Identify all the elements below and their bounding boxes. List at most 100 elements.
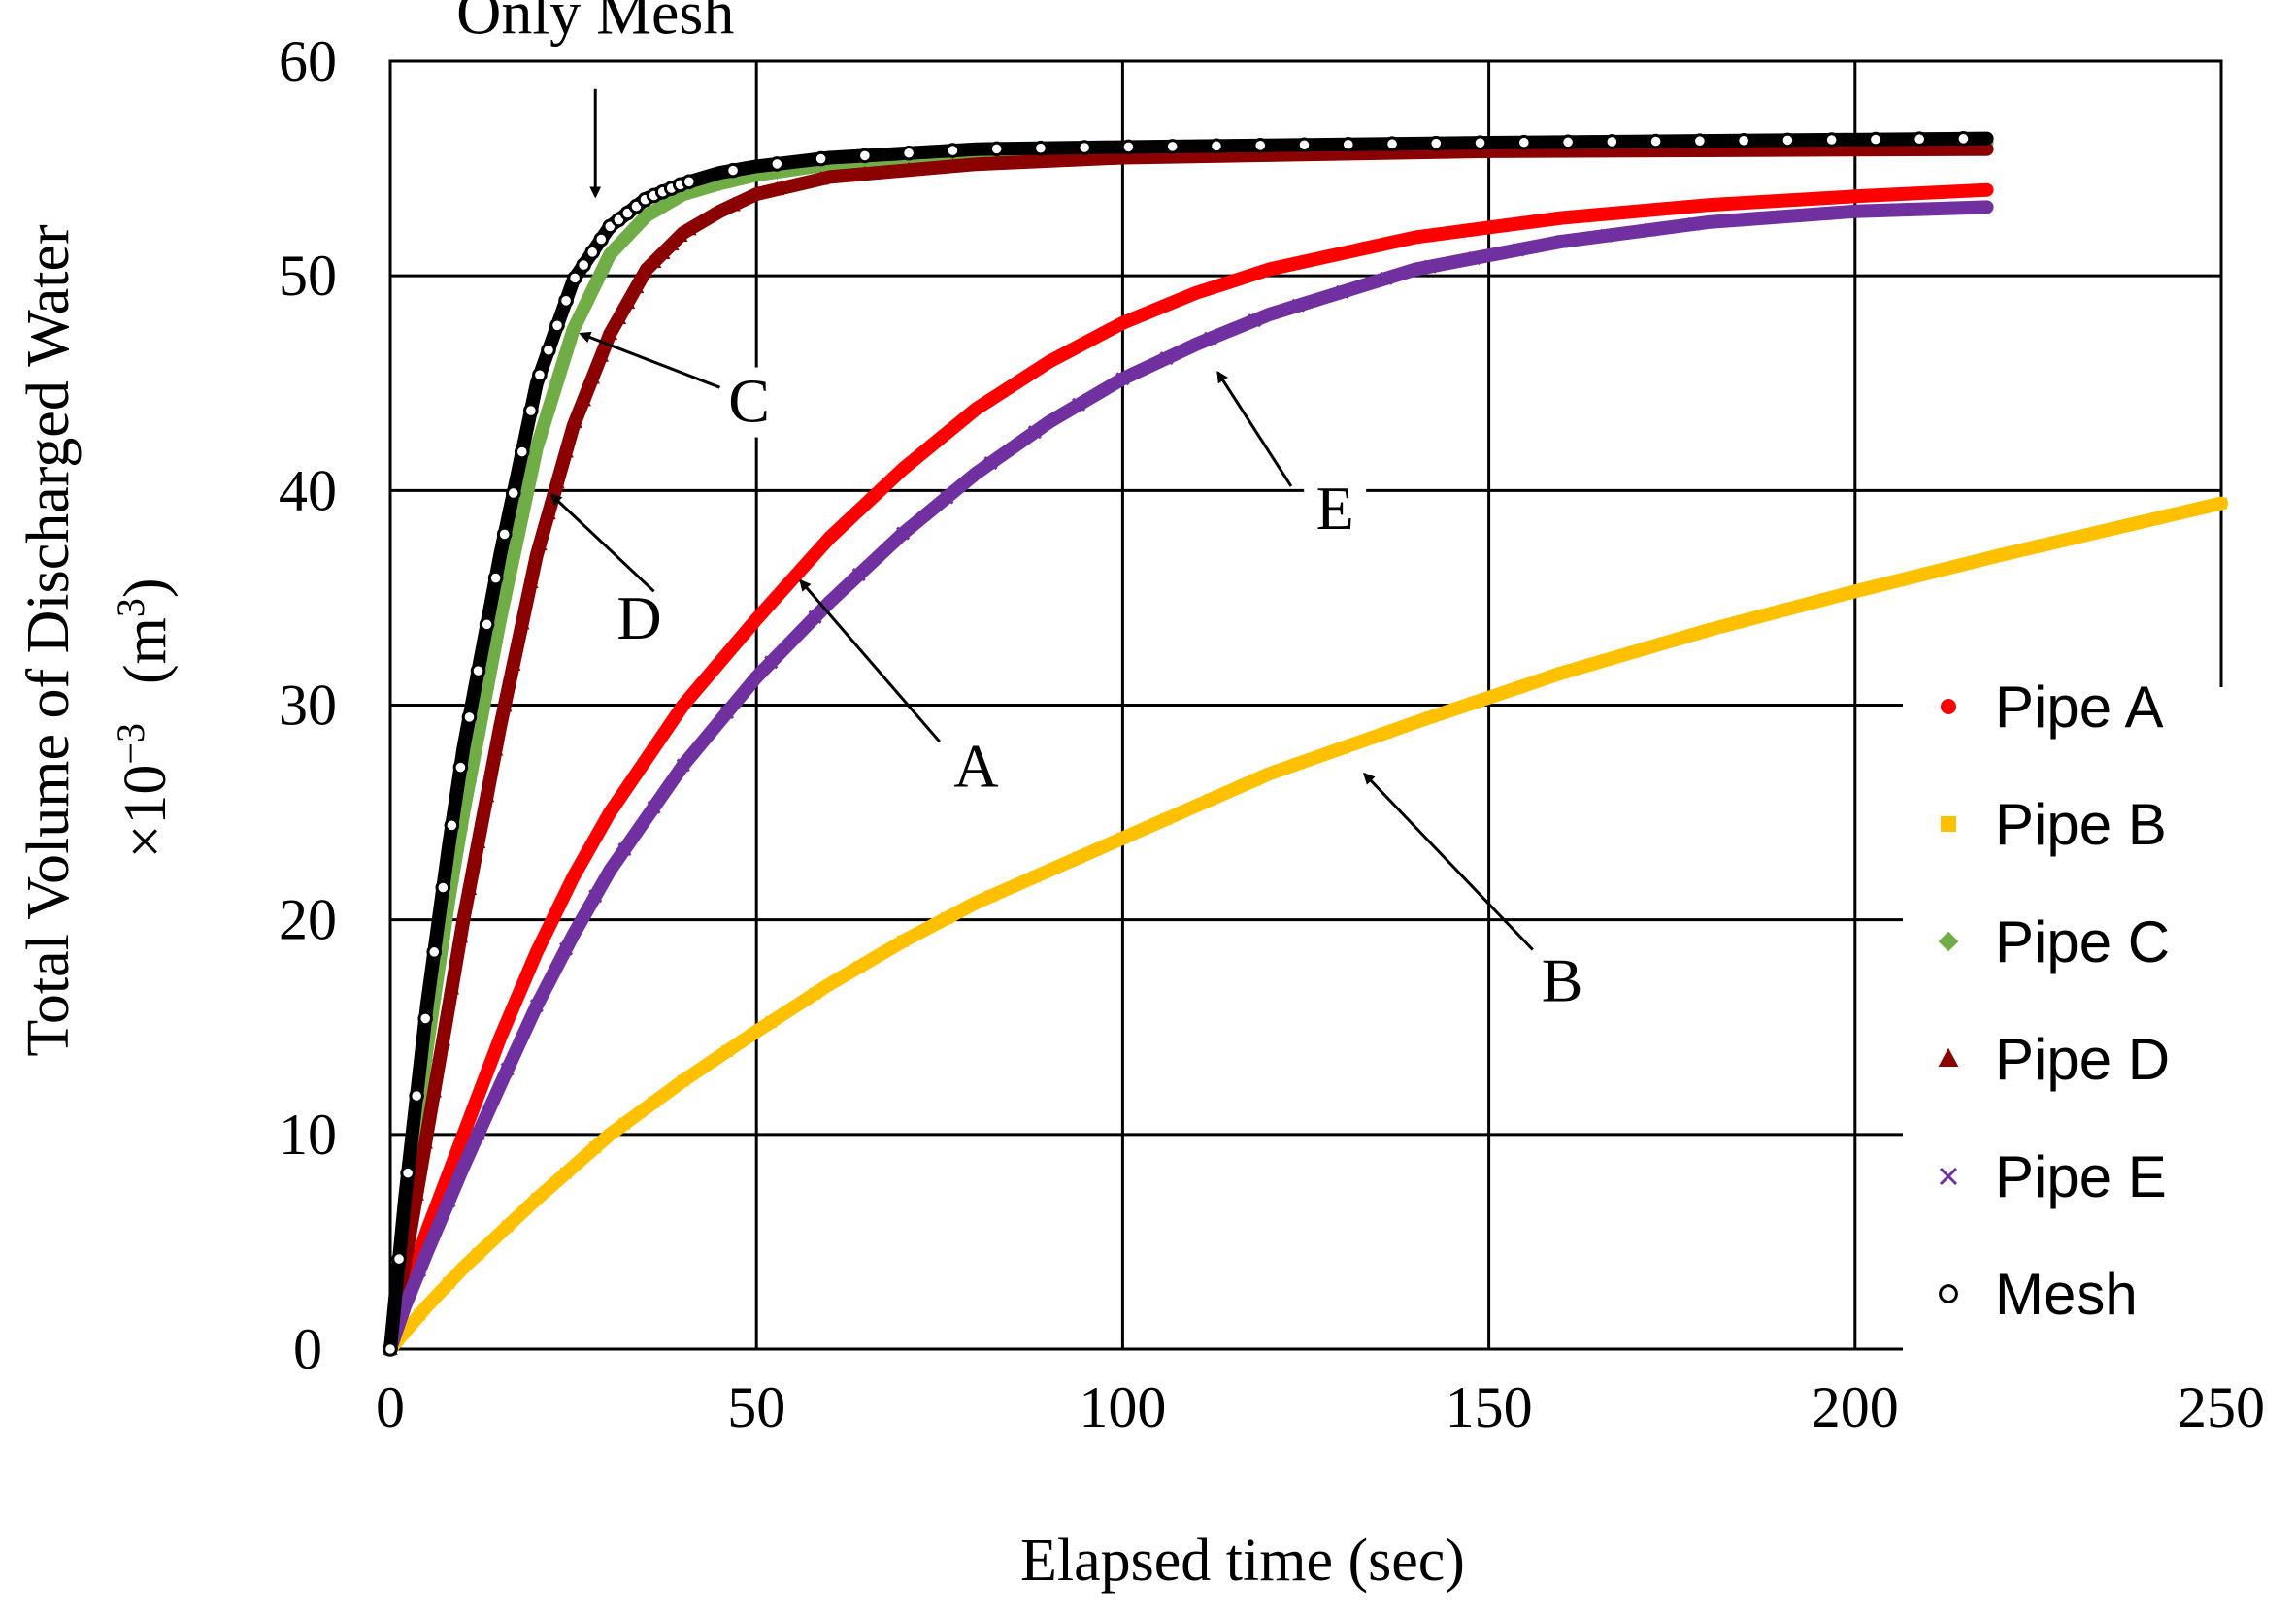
data-point-pipe-d	[681, 220, 697, 236]
data-point-pipe-b	[1380, 726, 1392, 739]
data-point-pipe-d	[769, 181, 785, 196]
data-point-pipe-a	[809, 547, 821, 560]
legend-label-pipe-a: Pipe A	[1995, 675, 2163, 740]
data-point-pipe-e	[529, 999, 544, 1013]
legend-marker-pipe-c	[1938, 931, 1959, 952]
data-point-pipe-b	[897, 935, 910, 947]
data-point-mesh	[452, 759, 469, 775]
annotation-background-only-mesh	[432, 0, 759, 49]
data-point-mesh	[1252, 138, 1269, 153]
annotation-label-only-mesh: Only Mesh	[456, 0, 734, 47]
ticks: 0 50 100 150 200 250 0 10 20 30 40 50 60	[279, 29, 2265, 1439]
data-point-pipe-d	[1384, 145, 1400, 159]
data-point-pipe-d	[1868, 141, 1883, 156]
x-tick-label: 150	[1446, 1375, 1533, 1439]
data-point-pipe-e	[1379, 271, 1394, 285]
x-tick-label: 50	[727, 1375, 785, 1439]
annotation-arrow-d	[549, 493, 655, 593]
y-axis-label-unit-open: (m	[113, 617, 179, 684]
legend-label-pipe-c: Pipe C	[1995, 909, 2170, 974]
series-pipe-e	[383, 200, 1994, 1357]
data-point-pipe-c	[532, 430, 548, 446]
data-point-pipe-d	[1912, 141, 1927, 155]
data-point-pipe-d	[523, 574, 539, 588]
data-point-mesh	[505, 485, 521, 501]
data-point-pipe-a	[897, 463, 910, 476]
annotation-background-a	[945, 732, 1008, 803]
data-point-pipe-b	[501, 1220, 514, 1233]
data-point-pipe-e	[1599, 228, 1614, 243]
data-point-mesh	[487, 570, 504, 586]
data-point-mesh	[1692, 133, 1708, 148]
data-point-pipe-d	[505, 656, 521, 671]
data-point-mesh	[1296, 137, 1313, 153]
data-point-pipe-c	[461, 774, 478, 790]
data-point-pipe-d	[1560, 143, 1576, 157]
series-pipe-d	[383, 141, 1994, 1356]
series-line-pipe-c	[383, 136, 1994, 1356]
data-point-pipe-b	[1116, 832, 1129, 844]
data-point-mesh	[383, 1341, 398, 1357]
data-point-pipe-b	[1908, 571, 1920, 583]
data-point-pipe-c	[602, 247, 618, 262]
data-point-pipe-b	[1028, 871, 1041, 883]
data-point-pipe-d	[1955, 141, 1972, 155]
data-point-mesh	[1604, 134, 1620, 149]
data-point-pipe-d	[1209, 148, 1224, 162]
data-point-pipe-b	[984, 890, 997, 903]
data-point-pipe-c	[628, 218, 645, 235]
data-point-pipe-b	[648, 1096, 660, 1108]
data-point-pipe-a	[852, 504, 865, 516]
data-point-pipe-e	[1291, 298, 1306, 313]
data-point-pipe-c	[514, 509, 530, 524]
annotation-label-d: D	[616, 583, 661, 652]
data-point-pipe-d	[452, 928, 469, 943]
data-point-pipe-a	[589, 832, 602, 844]
data-point-mesh	[1077, 140, 1092, 155]
y-tick-label: 60	[279, 29, 337, 93]
data-point-pipe-a	[1732, 197, 1745, 210]
data-point-pipe-d	[1428, 144, 1445, 158]
data-point-pipe-b	[809, 987, 821, 1000]
data-point-pipe-b	[414, 1308, 426, 1321]
data-point-pipe-d	[487, 742, 504, 756]
data-point-pipe-b	[1863, 581, 1876, 594]
data-point-pipe-d	[1604, 142, 1620, 157]
data-point-mesh	[409, 1088, 424, 1104]
legend-label-mesh: Mesh	[1995, 1262, 2138, 1327]
x-tick-label: 250	[2178, 1375, 2265, 1439]
data-point-pipe-d	[1340, 146, 1356, 160]
legend-marker-pipe-a	[1941, 699, 1956, 714]
legend: Pipe A Pipe B Pipe C Pipe D Pipe E Mesh	[1903, 675, 2223, 1357]
data-point-pipe-d	[532, 536, 548, 551]
data-point-pipe-e	[1686, 216, 1701, 231]
data-point-mesh	[1428, 135, 1445, 151]
data-point-pipe-a	[1160, 299, 1173, 312]
annotation-background-b	[1531, 946, 1594, 1017]
data-point-mesh	[725, 162, 741, 179]
annotation-arrow-e	[1216, 371, 1293, 487]
annotation-label-c: C	[728, 367, 770, 436]
data-point-pipe-b	[618, 1117, 631, 1130]
data-point-pipe-e	[1423, 259, 1438, 274]
data-point-mesh	[444, 817, 460, 834]
data-point-mesh	[549, 317, 565, 334]
data-point-pipe-b	[1819, 593, 1832, 606]
data-point-pipe-a	[984, 393, 997, 406]
data-point-pipe-a	[1292, 256, 1305, 269]
data-point-pipe-a	[941, 427, 953, 440]
data-point-mesh	[1516, 134, 1532, 150]
annotation-label-e: E	[1316, 474, 1354, 543]
data-point-pipe-a	[1336, 247, 1348, 259]
data-point-pipe-a	[1644, 204, 1656, 216]
data-point-pipe-b	[852, 961, 865, 973]
data-point-pipe-d	[1780, 142, 1796, 156]
data-point-pipe-d	[1164, 148, 1181, 163]
annotation-background-e	[1304, 475, 1367, 545]
data-point-pipe-a	[677, 699, 689, 711]
data-point-pipe-e	[1248, 313, 1262, 328]
data-point-mesh	[435, 879, 451, 896]
data-point-pipe-b	[1600, 654, 1613, 667]
data-point-pipe-e	[617, 842, 632, 857]
